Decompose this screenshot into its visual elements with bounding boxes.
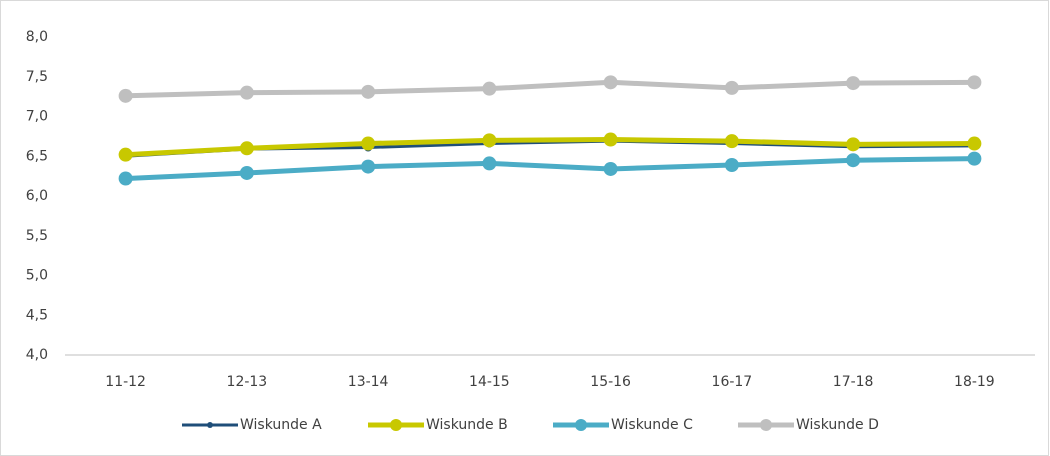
- point: [724, 80, 739, 95]
- point: [724, 134, 739, 149]
- point: [361, 136, 376, 151]
- y-tick-label: 4,0: [26, 347, 48, 363]
- point: [967, 151, 982, 166]
- y-tick-label: 7,0: [26, 109, 48, 125]
- legend-marker: [207, 422, 213, 428]
- y-tick-label: 4,5: [26, 307, 48, 323]
- point: [118, 171, 133, 186]
- x-tick-label: 18-19: [954, 374, 995, 390]
- point: [239, 141, 254, 156]
- x-tick-label: 14-15: [469, 374, 510, 390]
- point: [846, 153, 861, 168]
- legend-label: Wiskunde B: [426, 417, 508, 433]
- point: [967, 75, 982, 90]
- point: [846, 76, 861, 91]
- point: [603, 75, 618, 90]
- point: [846, 137, 861, 152]
- y-tick-label: 8,0: [26, 29, 48, 45]
- x-tick-label: 15-16: [590, 374, 631, 390]
- series-line: [125, 137, 975, 158]
- point: [239, 85, 254, 100]
- y-tick-label: 5,5: [26, 228, 48, 244]
- y-tick-label: 5,0: [26, 268, 48, 284]
- legend-marker: [760, 419, 772, 431]
- legend-label: Wiskunde C: [611, 417, 693, 433]
- point: [724, 157, 739, 172]
- point: [361, 84, 376, 99]
- x-tick-label: 16-17: [712, 374, 753, 390]
- y-tick-label: 7,5: [26, 69, 48, 85]
- x-tick-label: 12-13: [227, 374, 268, 390]
- series-line: [125, 156, 975, 182]
- point: [603, 161, 618, 176]
- y-tick-label: 6,0: [26, 188, 48, 204]
- point: [967, 136, 982, 151]
- point: [118, 88, 133, 103]
- y-tick-label: 6,5: [26, 148, 48, 164]
- legend-marker: [575, 419, 587, 431]
- x-tick-label: 17-18: [833, 374, 874, 390]
- point: [482, 156, 497, 171]
- x-tick-label: 11-12: [105, 374, 146, 390]
- legend-label: Wiskunde D: [796, 417, 879, 433]
- point: [239, 165, 254, 180]
- point: [603, 132, 618, 147]
- legend-marker: [390, 419, 402, 431]
- point: [482, 133, 497, 148]
- series-line: [125, 79, 975, 99]
- legend-label: Wiskunde A: [240, 417, 322, 433]
- x-tick-label: 13-14: [348, 374, 389, 390]
- point: [361, 159, 376, 174]
- point: [118, 147, 133, 162]
- point: [482, 81, 497, 96]
